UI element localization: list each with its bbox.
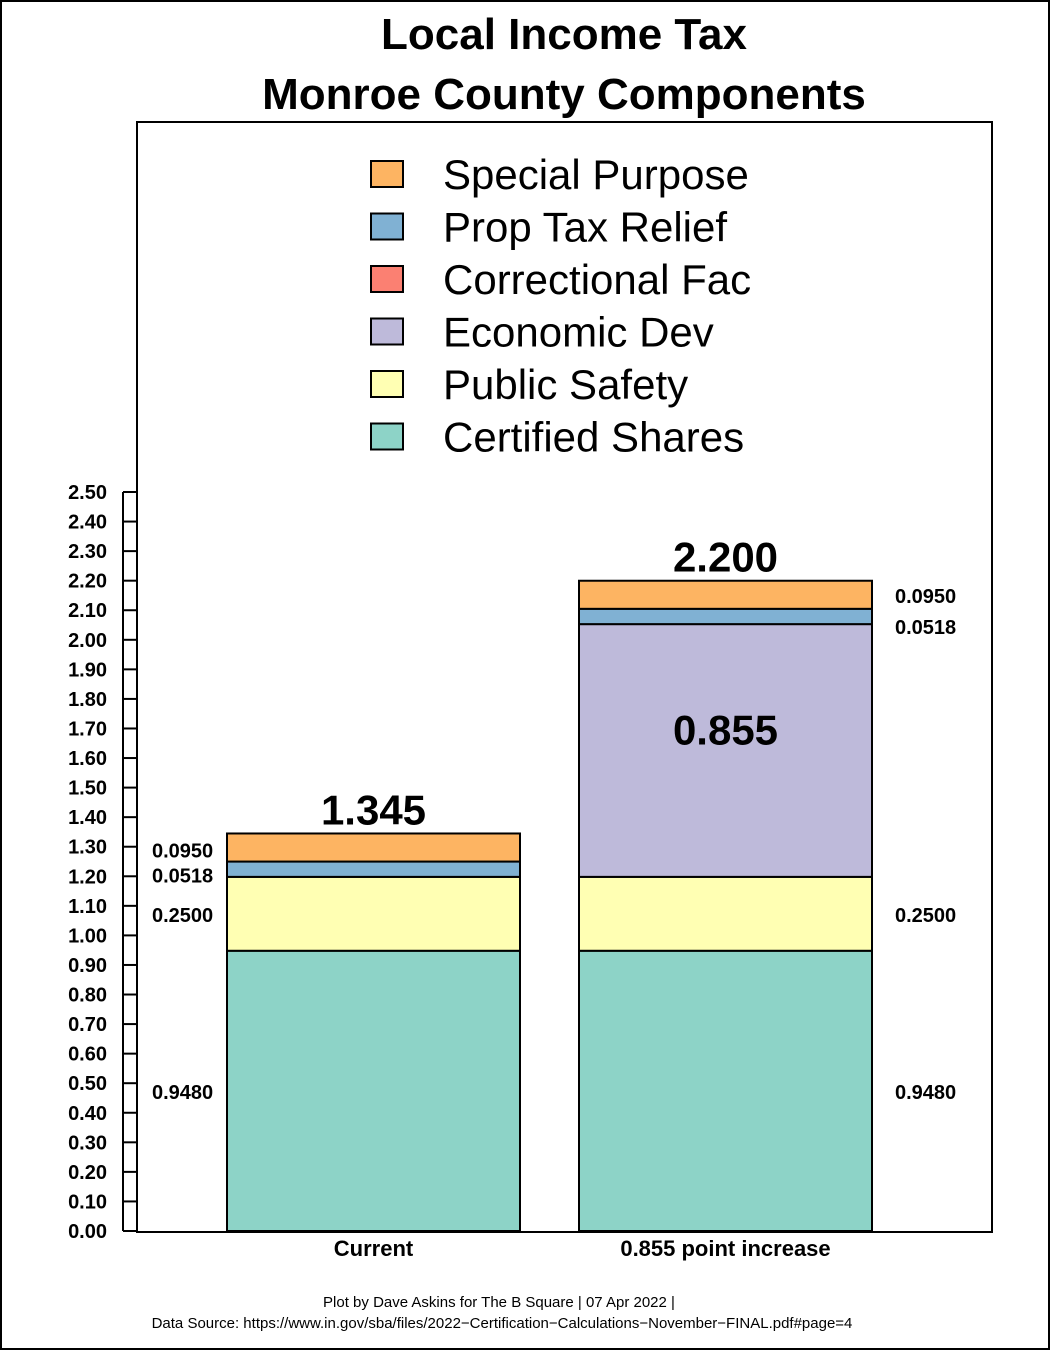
y-tick-label: 1.30 (68, 837, 107, 859)
segment-value-label: 0.2500 (152, 905, 213, 927)
segment-value-label: 0.0518 (152, 866, 213, 888)
bar-total-label: 1.345 (321, 786, 426, 833)
y-tick-label: 0.00 (68, 1221, 107, 1243)
y-tick-label: 1.90 (68, 659, 107, 681)
x-category-label: Current (334, 1236, 414, 1261)
y-tick-label: 1.20 (68, 866, 107, 888)
legend-swatch (370, 160, 404, 188)
y-tick-label: 1.60 (68, 748, 107, 770)
legend-label: Certified Shares (443, 414, 744, 461)
segment-value-label: 0.0518 (895, 617, 956, 639)
legend-label: Public Safety (443, 361, 688, 408)
segment-value-label: 0.0950 (152, 841, 213, 863)
segment-value-label: 0.2500 (895, 905, 956, 927)
bar-segment (578, 623, 873, 878)
y-tick-label: 0.40 (68, 1103, 107, 1125)
y-tick-label: 0.70 (68, 1014, 107, 1036)
y-tick-label: 0.10 (68, 1191, 107, 1213)
y-tick-label: 0.20 (68, 1162, 107, 1184)
y-tick-label: 2.40 (68, 512, 107, 534)
legend-swatch (370, 370, 404, 398)
y-tick-label: 1.00 (68, 925, 107, 947)
legend-swatch (370, 317, 404, 346)
footer-source: Data Source: https://www.in.gov/sba/file… (152, 1315, 853, 1332)
footer-credit: Plot by Dave Askins for The B Square | 0… (323, 1294, 675, 1311)
y-tick-label: 1.10 (68, 896, 107, 918)
legend-swatch (370, 422, 404, 451)
segment-value-label: 0.0950 (895, 586, 956, 608)
y-tick-label: 2.20 (68, 571, 107, 593)
bar-segment (226, 875, 521, 952)
segment-value-label: 0.855 (673, 707, 778, 754)
y-tick-label: 1.50 (68, 778, 107, 800)
legend-label: Correctional Fac (443, 256, 751, 303)
y-tick-label: 2.30 (68, 541, 107, 563)
y-tick-label: 0.30 (68, 1132, 107, 1154)
y-tick-label: 0.80 (68, 985, 107, 1007)
chart-title-line: Local Income Tax (381, 10, 747, 59)
y-tick-label: 1.70 (68, 718, 107, 740)
bar-segment (578, 875, 873, 952)
bar-segment (578, 579, 873, 610)
segment-value-label: 0.9480 (152, 1082, 213, 1104)
bar-segment (226, 949, 521, 1232)
legend-swatch (370, 265, 404, 293)
y-tick-label: 1.80 (68, 689, 107, 711)
legend-label: Prop Tax Relief (443, 204, 727, 251)
legend-swatch (370, 212, 404, 241)
bar-total-label: 2.200 (673, 534, 778, 581)
legend-label: Special Purpose (443, 151, 749, 198)
bar-segment (578, 607, 873, 626)
legend-label: Economic Dev (443, 309, 714, 356)
y-tick-label: 0.50 (68, 1073, 107, 1095)
plot-frame (136, 121, 993, 1233)
y-tick-label: 2.10 (68, 600, 107, 622)
y-tick-label: 1.40 (68, 807, 107, 829)
y-tick-label: 0.90 (68, 955, 107, 977)
y-tick-label: 2.50 (68, 482, 107, 504)
bar-segment (226, 832, 521, 863)
bar-segment (578, 949, 873, 1232)
y-tick-label: 2.00 (68, 630, 107, 652)
chart-title-line: Monroe County Components (262, 70, 866, 119)
segment-value-label: 0.9480 (895, 1082, 956, 1104)
x-category-label: 0.855 point increase (620, 1236, 830, 1261)
y-tick-label: 0.60 (68, 1044, 107, 1066)
bar-segment (226, 860, 521, 878)
